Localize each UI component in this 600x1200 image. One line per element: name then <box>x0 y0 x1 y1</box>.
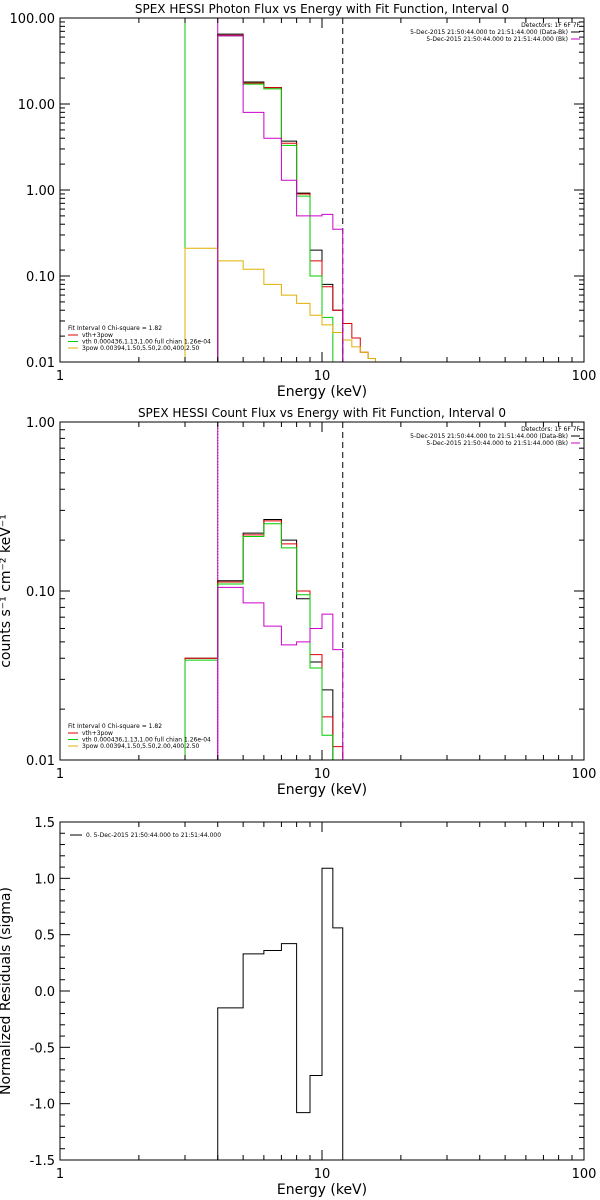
fit-legend-text: vth+3pow <box>82 730 113 737</box>
x-tick-label: 1 <box>56 1167 64 1182</box>
series-line-bk <box>217 586 344 760</box>
x-tick-label: 100 <box>572 767 597 782</box>
y-axis-label: Normalized Residuals (sigma) <box>0 887 14 1095</box>
series-line-vth-3pow <box>217 34 383 362</box>
x-axis-label: Energy (keV) <box>277 384 367 400</box>
legend-entry-text: 5-Dec-2015 21:50:44.000 to 21:51:44.000 … <box>410 29 568 36</box>
series-line-data-bk <box>217 33 344 362</box>
y-tick-label: 0.0 <box>34 985 55 1000</box>
y-tick-label: 1.0 <box>34 872 55 887</box>
series-line-vth <box>185 35 343 362</box>
y-tick-label: 100.00 <box>10 12 56 27</box>
fit-legend-text: vth 0.000436,1.13,1.00 full chian 1.26e-… <box>82 737 211 744</box>
y-tick-label: 0.01 <box>26 754 55 769</box>
fit-legend-text: 3pow 0.00394,1.50,5.50,2.00,400,2.50 <box>82 743 200 750</box>
fit-legend-text: vth 0.000436,1.13,1.00 full chian 1.26e-… <box>82 339 211 346</box>
x-tick-label: 10 <box>314 767 331 782</box>
x-tick-label: 10 <box>314 369 331 384</box>
y-tick-label: -1.0 <box>30 1098 55 1113</box>
fit-legend-header: Fit Interval 0 Chi-square = 1.82 <box>68 325 162 332</box>
series-line-vth <box>184 523 343 760</box>
legend-entry-text: 5-Dec-2015 21:50:44.000 to 21:51:44.000 … <box>426 440 568 447</box>
y-tick-label: -1.5 <box>30 1154 55 1169</box>
series-line-bk <box>217 35 344 362</box>
detectors-label: Detectors: 1F 6F 7F <box>521 426 580 433</box>
fit-legend-text: vth+3pow <box>82 332 113 339</box>
fit-legend-text: 3pow 0.00394,1.50,5.50,2.00,400,2.50 <box>82 345 200 352</box>
x-tick-label: 10 <box>314 1167 331 1182</box>
y-tick-label: 0.01 <box>26 356 55 371</box>
detectors-label: Detectors: 1F 6F 7F <box>521 22 580 29</box>
x-tick-label: 1 <box>56 767 64 782</box>
series-line-vth-3pow <box>184 520 344 760</box>
y-tick-label: 0.5 <box>34 929 55 944</box>
y-axis-label: counts s⁻¹ cm⁻² keV⁻¹ <box>0 514 14 668</box>
plot-area-1 <box>184 422 344 760</box>
y-tick-label: 1.00 <box>26 184 55 199</box>
fit-legend-header: Fit Interval 0 Chi-square = 1.82 <box>68 723 162 730</box>
legend-entry-text: 5-Dec-2015 21:50:44.000 to 21:51:44.000 … <box>426 36 568 43</box>
plot-area-0 <box>184 18 383 362</box>
legend-entry-text: 0. 5-Dec-2015 21:50:44.000 to 21:51:44.0… <box>86 832 221 839</box>
plot-area-2 <box>217 867 344 1160</box>
series-line-0 <box>217 867 344 1160</box>
legend-entry-text: 5-Dec-2015 21:50:44.000 to 21:51:44.000 … <box>410 433 568 440</box>
y-tick-label: 1.00 <box>26 416 55 431</box>
y-tick-label: 10.00 <box>18 98 55 113</box>
series-line-3pow <box>184 247 383 362</box>
x-tick-label: 1 <box>56 369 64 384</box>
chart-title: SPEX HESSI Count Flux vs Energy with Fit… <box>138 406 506 420</box>
series-line-data-bk <box>184 518 343 760</box>
x-tick-label: 100 <box>572 369 597 384</box>
x-axis-label: Energy (keV) <box>277 782 367 798</box>
y-tick-label: -0.5 <box>30 1041 55 1056</box>
y-tick-label: 0.10 <box>26 585 55 600</box>
chart-title: SPEX HESSI Photon Flux vs Energy with Fi… <box>135 2 509 16</box>
y-tick-label: 0.10 <box>26 270 55 285</box>
y-tick-label: 1.5 <box>34 816 55 831</box>
x-axis-label: Energy (keV) <box>277 1182 367 1198</box>
x-tick-label: 100 <box>572 1167 597 1182</box>
